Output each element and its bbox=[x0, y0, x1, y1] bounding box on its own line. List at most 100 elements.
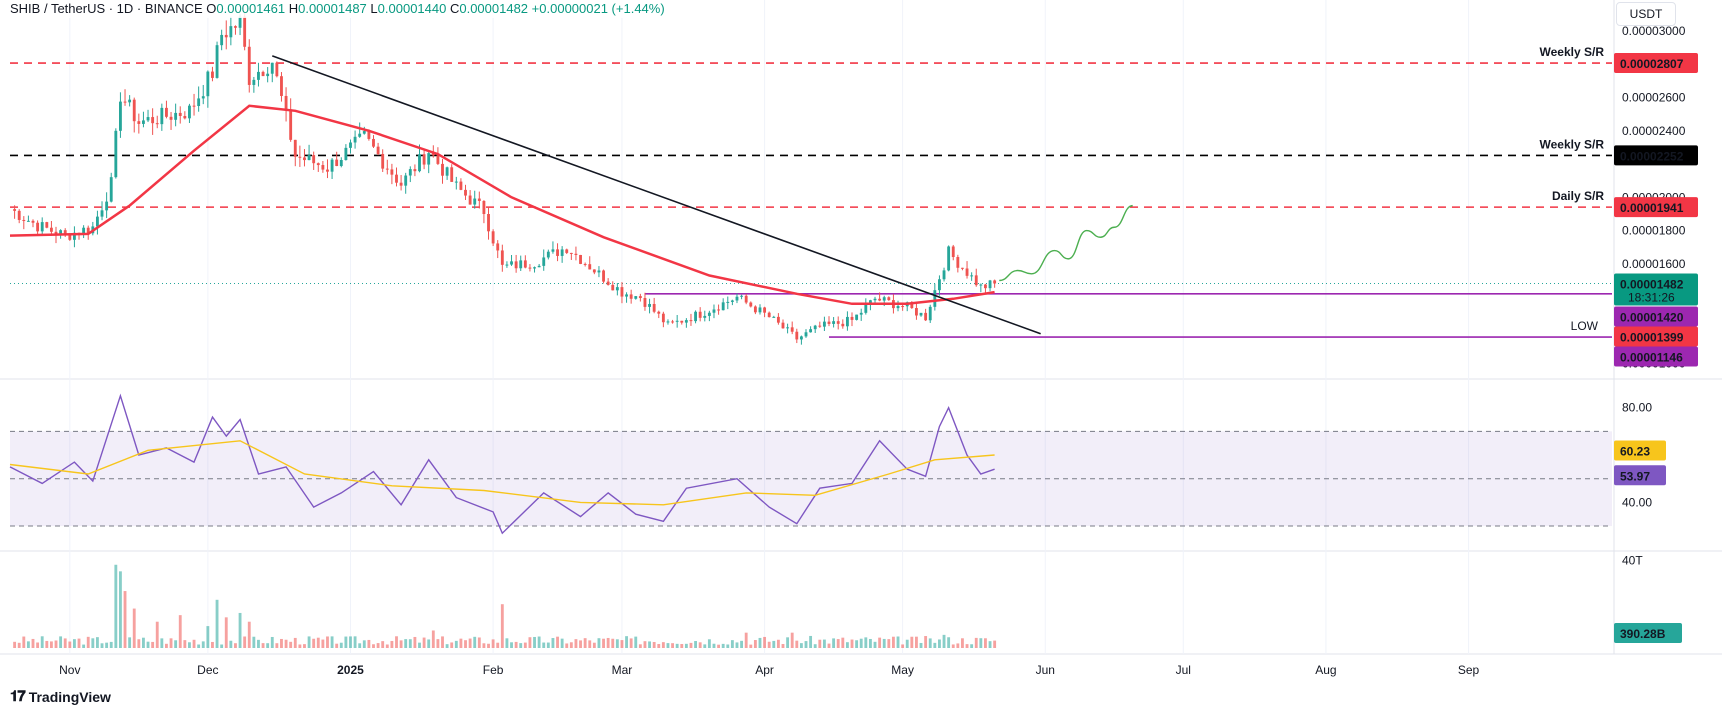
candle-body[interactable] bbox=[818, 325, 822, 327]
candle-body[interactable] bbox=[404, 175, 408, 186]
candle-body[interactable] bbox=[928, 306, 932, 321]
candle-body[interactable] bbox=[703, 315, 707, 318]
trendline[interactable] bbox=[271, 55, 1041, 335]
candle-body[interactable] bbox=[648, 303, 651, 307]
candle-body[interactable] bbox=[326, 169, 329, 172]
candle-body[interactable] bbox=[611, 284, 615, 291]
candle-body[interactable] bbox=[390, 169, 394, 175]
candle-body[interactable] bbox=[252, 79, 256, 85]
candle-body[interactable] bbox=[496, 243, 500, 251]
currency-button[interactable]: USDT bbox=[1616, 2, 1676, 26]
candle-body[interactable] bbox=[114, 130, 118, 178]
candle-body[interactable] bbox=[316, 163, 320, 166]
candle-body[interactable] bbox=[822, 321, 826, 327]
candle-body[interactable] bbox=[68, 233, 72, 240]
candle-body[interactable] bbox=[178, 112, 182, 116]
candle-body[interactable] bbox=[17, 210, 21, 220]
candle-body[interactable] bbox=[510, 261, 513, 265]
candle-body[interactable] bbox=[13, 209, 17, 211]
candle-body[interactable] bbox=[45, 222, 49, 228]
candle-body[interactable] bbox=[109, 177, 113, 202]
candle-body[interactable] bbox=[901, 306, 905, 308]
candle-body[interactable] bbox=[482, 200, 486, 215]
candle-body[interactable] bbox=[924, 312, 928, 321]
candle-body[interactable] bbox=[758, 307, 762, 313]
candle-body[interactable] bbox=[730, 300, 734, 302]
candle-body[interactable] bbox=[721, 302, 725, 311]
candle-body[interactable] bbox=[827, 321, 831, 324]
candle-body[interactable] bbox=[763, 307, 767, 313]
candle-body[interactable] bbox=[487, 214, 490, 232]
candle-body[interactable] bbox=[680, 320, 684, 323]
candle-body[interactable] bbox=[569, 252, 573, 254]
candle-body[interactable] bbox=[220, 34, 224, 46]
candle-body[interactable] bbox=[795, 331, 799, 340]
candle-body[interactable] bbox=[887, 297, 891, 301]
candle-body[interactable] bbox=[574, 253, 578, 255]
candle-body[interactable] bbox=[491, 231, 495, 244]
candle-body[interactable] bbox=[344, 147, 348, 161]
candle-body[interactable] bbox=[427, 153, 431, 165]
candle-body[interactable] bbox=[841, 323, 845, 327]
candle-body[interactable] bbox=[919, 312, 923, 316]
candle-body[interactable] bbox=[776, 316, 780, 323]
candle-body[interactable] bbox=[689, 320, 693, 322]
candle-body[interactable] bbox=[951, 246, 955, 258]
candle-body[interactable] bbox=[505, 264, 509, 266]
candle-body[interactable] bbox=[63, 230, 67, 234]
time-axis[interactable]: Nov Dec 2025 Feb Mar Apr May Jun Jul Aug Sep bbox=[59, 663, 1479, 677]
candle-body[interactable] bbox=[445, 167, 449, 176]
symbol-title[interactable]: SHIB / TetherUS · 1D · BINANCE bbox=[10, 1, 203, 16]
candle-body[interactable] bbox=[519, 260, 523, 269]
candle-body[interactable] bbox=[454, 181, 458, 183]
candle-body[interactable] bbox=[878, 298, 882, 301]
candle-body[interactable] bbox=[993, 280, 997, 284]
candle-body[interactable] bbox=[832, 321, 836, 324]
candle-body[interactable] bbox=[307, 155, 311, 161]
candle-body[interactable] bbox=[381, 153, 385, 169]
candle-body[interactable] bbox=[675, 320, 679, 322]
candle-body[interactable] bbox=[592, 269, 596, 273]
candle-body[interactable] bbox=[270, 62, 274, 74]
candle-body[interactable] bbox=[86, 227, 90, 234]
candle-body[interactable] bbox=[339, 160, 343, 167]
candle-body[interactable] bbox=[551, 249, 555, 252]
candle-body[interactable] bbox=[933, 290, 937, 307]
candle-body[interactable] bbox=[804, 332, 808, 337]
projection-path[interactable] bbox=[999, 204, 1133, 282]
candle-body[interactable] bbox=[707, 312, 711, 316]
candle-body[interactable] bbox=[142, 120, 145, 124]
candle-body[interactable] bbox=[606, 281, 610, 285]
candle-body[interactable] bbox=[597, 270, 601, 273]
candle-body[interactable] bbox=[836, 321, 840, 324]
candle-body[interactable] bbox=[882, 297, 886, 301]
candle-body[interactable] bbox=[408, 169, 412, 176]
candle-body[interactable] bbox=[970, 275, 974, 277]
candle-body[interactable] bbox=[583, 263, 587, 265]
candle-body[interactable] bbox=[500, 250, 504, 265]
candle-body[interactable] bbox=[537, 265, 541, 268]
candle-body[interactable] bbox=[330, 159, 334, 172]
candle-body[interactable] bbox=[298, 156, 302, 158]
candle-body[interactable] bbox=[657, 311, 661, 314]
candle-body[interactable] bbox=[450, 167, 454, 182]
candle-body[interactable] bbox=[82, 227, 86, 235]
candle-body[interactable] bbox=[399, 182, 403, 186]
candle-body[interactable] bbox=[395, 174, 398, 183]
candle-body[interactable] bbox=[266, 73, 270, 77]
candle-body[interactable] bbox=[602, 270, 605, 282]
candle-body[interactable] bbox=[349, 142, 352, 148]
candle-body[interactable] bbox=[422, 154, 426, 165]
candle-body[interactable] bbox=[119, 101, 122, 131]
candle-body[interactable] bbox=[965, 268, 969, 276]
candle-body[interactable] bbox=[95, 216, 99, 227]
candle-body[interactable] bbox=[666, 321, 670, 323]
candle-body[interactable] bbox=[638, 296, 642, 299]
candle-body[interactable] bbox=[257, 71, 260, 80]
candle-body[interactable] bbox=[864, 304, 868, 313]
candle-body[interactable] bbox=[855, 314, 859, 320]
candle-body[interactable] bbox=[560, 249, 564, 256]
candle-body[interactable] bbox=[620, 287, 624, 297]
candle-body[interactable] bbox=[961, 267, 964, 269]
candle-body[interactable] bbox=[303, 157, 306, 161]
